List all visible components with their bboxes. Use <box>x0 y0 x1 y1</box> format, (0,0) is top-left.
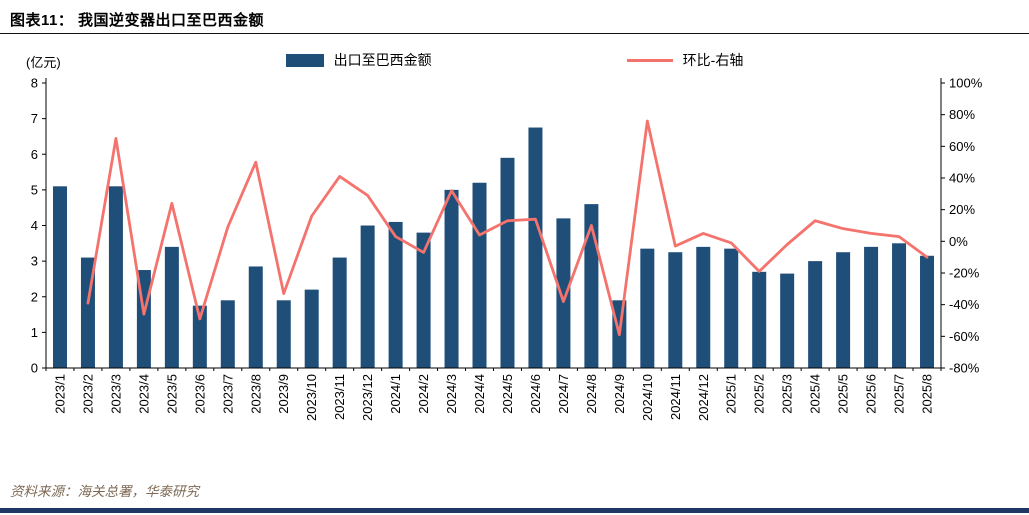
right-tick-label: -60% <box>949 329 980 344</box>
bar <box>724 248 739 368</box>
right-tick-label: -40% <box>949 297 980 312</box>
bottom-border <box>0 508 1029 513</box>
bar <box>416 232 431 368</box>
bar <box>920 255 935 368</box>
x-tick-label: 2023/4 <box>136 374 151 414</box>
bar <box>472 182 487 368</box>
line-swatch-icon <box>626 58 673 62</box>
x-tick-label: 2023/9 <box>276 374 291 414</box>
bar <box>780 273 795 368</box>
bar <box>108 186 123 368</box>
x-tick-label: 2023/7 <box>220 374 235 414</box>
bar <box>836 252 851 368</box>
bar <box>640 248 655 368</box>
x-tick-label: 2025/3 <box>780 374 795 414</box>
bar <box>52 186 67 368</box>
right-tick-label: 80% <box>949 107 975 122</box>
x-tick-label: 2025/1 <box>724 374 739 414</box>
bar <box>192 305 207 368</box>
x-tick-label: 2024/10 <box>640 374 655 421</box>
bar <box>388 221 403 368</box>
x-tick-label: 2024/11 <box>668 374 683 420</box>
left-axis-unit-label: (亿元) <box>26 55 61 70</box>
x-tick-label: 2023/6 <box>192 374 207 414</box>
left-tick-label: 4 <box>31 218 38 233</box>
x-tick-label: 2023/10 <box>304 374 319 421</box>
left-tick-label: 3 <box>31 254 38 269</box>
right-tick-label: -80% <box>949 361 980 376</box>
legend-item-bar: 出口至巴西金额 <box>285 50 432 70</box>
figure-title: 图表11： 我国逆变器出口至巴西金额 <box>10 12 265 29</box>
legend-item-line: 环比-右轴 <box>626 50 744 70</box>
left-tick-label: 5 <box>31 182 38 197</box>
x-tick-label: 2023/12 <box>360 374 375 421</box>
bar <box>528 127 543 368</box>
right-tick-label: 100% <box>949 76 983 91</box>
right-tick-label: 0% <box>949 234 968 249</box>
bar <box>444 189 459 368</box>
bar <box>808 261 823 368</box>
chart-legend: 出口至巴西金额 环比-右轴 <box>0 50 1029 70</box>
left-tick-label: 7 <box>31 111 38 126</box>
x-tick-label: 2025/6 <box>864 374 879 414</box>
x-tick-label: 2023/2 <box>80 374 95 414</box>
x-tick-label: 2024/1 <box>388 374 403 414</box>
right-tick-label: 20% <box>949 202 975 217</box>
x-tick-label: 2024/12 <box>696 374 711 421</box>
bar <box>668 252 683 368</box>
figure-header: 图表11： 我国逆变器出口至巴西金额 <box>0 0 1029 34</box>
bar-swatch-icon <box>285 53 324 67</box>
bar <box>752 271 767 368</box>
left-tick-label: 6 <box>31 147 38 162</box>
bar <box>556 218 571 368</box>
left-tick-label: 8 <box>31 76 38 91</box>
x-tick-label: 2025/8 <box>920 374 935 414</box>
mom-change-line <box>86 119 929 337</box>
bar <box>304 289 319 368</box>
combo-chart: 0 1 2 3 4 5 6 7 8 100% 80% 60% 40% 20% 0% -20% -40% -60% -… <box>31 76 983 422</box>
left-tick-label: 2 <box>31 289 38 304</box>
bar <box>864 246 879 368</box>
x-tick-label: 2024/9 <box>612 374 627 414</box>
x-tick-label: 2024/4 <box>472 374 487 414</box>
x-tick-label: 2024/5 <box>500 374 515 414</box>
x-tick-label: 2024/8 <box>584 374 599 414</box>
x-tick-label: 2024/3 <box>444 374 459 414</box>
x-tick-label: 2025/5 <box>836 374 851 414</box>
x-tick-label: 2023/8 <box>248 374 263 414</box>
bar <box>220 300 235 368</box>
bar <box>892 243 907 368</box>
legend-label-line: 环比-右轴 <box>682 52 744 68</box>
x-tick-label: 2024/2 <box>416 374 431 414</box>
bar <box>584 204 599 368</box>
bar <box>164 246 179 368</box>
source-note: 资料来源：海关总署，华泰研究 <box>10 484 199 499</box>
legend-label-bar: 出口至巴西金额 <box>333 52 432 68</box>
x-tick-label: 2025/2 <box>752 374 767 414</box>
right-tick-label: 60% <box>949 139 975 154</box>
x-tick-label: 2024/6 <box>528 374 543 414</box>
x-tick-label: 2023/11 <box>332 374 347 420</box>
x-tick-label: 2025/4 <box>808 374 823 414</box>
x-tick-label: 2023/1 <box>52 374 67 414</box>
bar <box>696 246 711 368</box>
x-tick-label: 2025/7 <box>892 374 907 414</box>
left-tick-label: 1 <box>31 325 38 340</box>
x-tick-label: 2023/5 <box>164 374 179 414</box>
x-tick-label: 2023/3 <box>108 374 123 414</box>
left-tick-label: 0 <box>31 361 38 376</box>
bar <box>332 257 347 368</box>
right-tick-label: 40% <box>949 171 975 186</box>
bar <box>276 300 291 368</box>
x-tick-label: 2024/7 <box>556 374 571 414</box>
right-tick-label: -20% <box>949 266 980 281</box>
bar <box>360 225 375 368</box>
bar <box>500 157 515 368</box>
bar <box>248 266 263 368</box>
